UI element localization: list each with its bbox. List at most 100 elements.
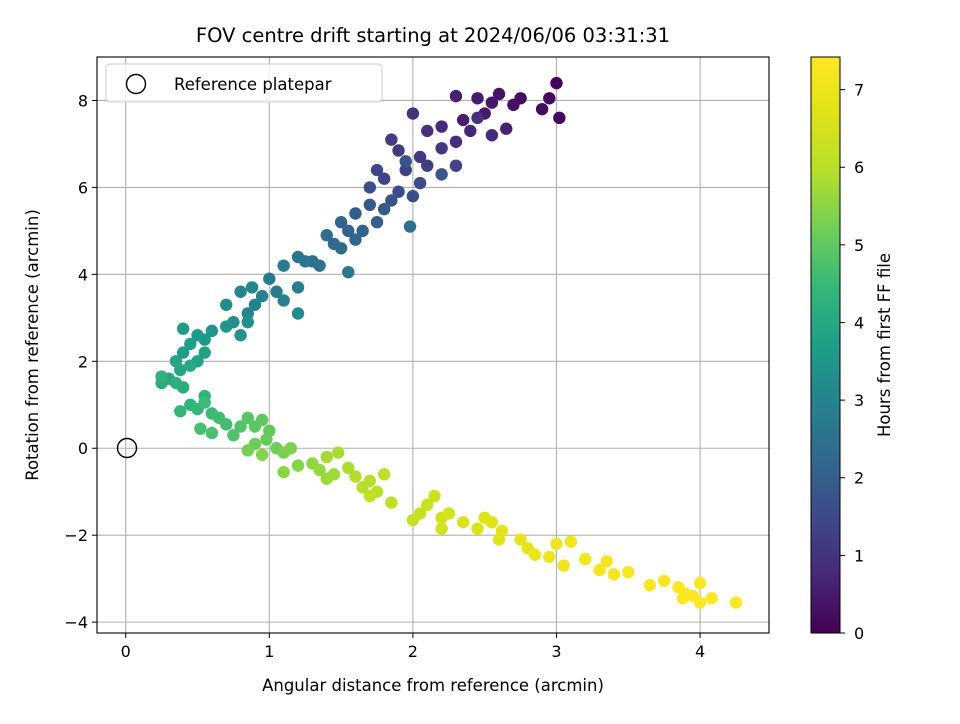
data-point <box>449 159 463 172</box>
y-tick-label: 6 <box>78 178 88 197</box>
data-point <box>174 363 187 377</box>
data-point <box>449 135 463 148</box>
data-point <box>363 489 377 503</box>
data-point <box>428 489 441 503</box>
legend: Reference platepar <box>105 63 383 103</box>
data-point <box>643 578 657 592</box>
data-point <box>313 463 326 477</box>
legend-marker-reference <box>125 73 147 95</box>
y-tick-label: 8 <box>78 91 88 110</box>
data-point <box>377 202 391 216</box>
data-point <box>543 550 556 564</box>
data-point <box>413 507 427 520</box>
chart-title: FOV centre drift starting at 2024/06/06 … <box>196 24 670 47</box>
y-tick-label: −2 <box>64 526 88 545</box>
data-point <box>277 259 290 272</box>
data-point <box>579 552 592 566</box>
y-tick-label: 4 <box>78 265 88 284</box>
data-point <box>464 124 477 138</box>
data-point <box>449 89 463 103</box>
data-point <box>191 329 204 342</box>
data-point <box>241 411 254 425</box>
data-point <box>220 418 233 431</box>
plot-frame <box>96 56 770 634</box>
data-point <box>198 396 211 409</box>
data-point <box>169 376 183 390</box>
data-point <box>507 98 520 112</box>
data-point <box>528 548 542 561</box>
data-point <box>413 150 427 164</box>
colorbar-gradient <box>810 56 841 634</box>
data-point <box>248 298 262 311</box>
data-point <box>543 92 556 105</box>
data-point <box>220 320 233 333</box>
data-point <box>421 124 434 138</box>
data-point <box>471 522 484 535</box>
data-point <box>363 474 377 488</box>
data-point <box>291 459 305 472</box>
data-point <box>255 448 269 461</box>
data-point <box>535 102 549 116</box>
data-point <box>370 163 384 177</box>
colorbar-tick-label: 7 <box>854 81 864 100</box>
data-point <box>277 465 290 479</box>
data-point <box>334 242 348 255</box>
data-point <box>676 592 690 605</box>
data-point <box>349 233 362 246</box>
y-tick-label: 2 <box>78 352 88 371</box>
x-tick-label: 3 <box>551 642 561 661</box>
grid-lines <box>97 57 769 633</box>
colorbar: 0 1 2 3 4 5 6 7 Hours from first FF file <box>810 56 894 643</box>
data-point <box>403 220 417 233</box>
data-point <box>399 163 412 177</box>
colorbar-tick-label: 5 <box>854 236 864 255</box>
data-point <box>485 129 499 142</box>
data-point <box>332 446 345 459</box>
data-point <box>377 172 391 185</box>
data-point <box>550 537 563 551</box>
legend-box <box>105 63 383 103</box>
data-point <box>320 450 333 464</box>
data-point <box>514 533 527 546</box>
data-point <box>313 259 326 272</box>
x-tick-label: 0 <box>121 642 131 661</box>
data-point <box>435 142 448 155</box>
data-point <box>320 229 333 242</box>
colorbar-tick-label: 4 <box>854 313 864 332</box>
data-point <box>622 565 635 579</box>
data-point <box>392 185 405 198</box>
data-point <box>176 322 190 335</box>
data-point <box>564 535 578 548</box>
data-point <box>435 522 448 535</box>
data-point <box>184 359 197 372</box>
data-point <box>245 281 259 294</box>
data-points <box>155 76 743 609</box>
colorbar-tick-label: 6 <box>854 158 864 177</box>
data-point <box>421 159 434 172</box>
data-point <box>657 574 671 588</box>
data-point <box>593 563 606 577</box>
data-point <box>413 176 427 190</box>
data-point <box>349 207 362 220</box>
data-point <box>421 498 434 511</box>
data-point <box>184 337 197 351</box>
data-point <box>342 224 355 238</box>
data-point <box>406 189 420 203</box>
data-point <box>241 444 254 457</box>
data-point <box>174 405 187 418</box>
data-point <box>492 87 506 101</box>
data-point <box>241 315 254 329</box>
data-point <box>205 426 219 440</box>
data-point <box>370 215 384 229</box>
y-tick-label: 0 <box>78 439 88 458</box>
data-point <box>435 120 448 133</box>
data-point <box>299 255 312 268</box>
data-point <box>255 413 269 427</box>
data-point <box>705 592 718 605</box>
data-point <box>205 324 219 338</box>
data-point <box>385 194 398 207</box>
data-point <box>334 215 348 229</box>
data-point <box>234 329 247 342</box>
y-axis-label: Rotation from reference (arcmin) <box>23 209 42 481</box>
data-point <box>442 507 455 520</box>
